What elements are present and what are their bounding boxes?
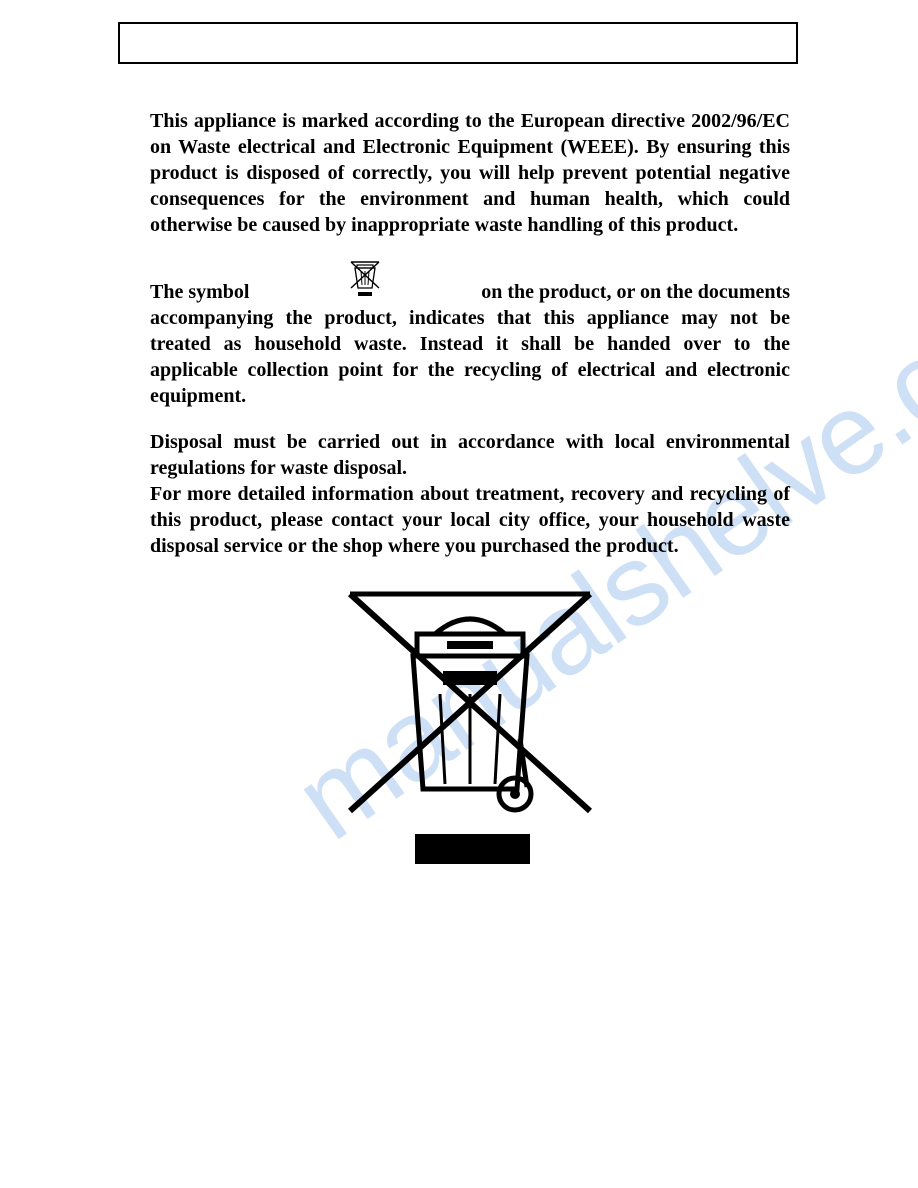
document-content: This appliance is marked according to th…: [150, 108, 790, 884]
weee-symbol-large-icon: [335, 579, 605, 884]
large-symbol-container: [150, 579, 790, 884]
weee-symbol-small-icon: [347, 258, 383, 305]
paragraph-2: The symbol on the product, or on the doc…: [150, 258, 790, 409]
paragraph-3: Disposal must be carried out in accordan…: [150, 429, 790, 481]
paragraph-2-rest: accompanying the product, indicates that…: [150, 307, 790, 407]
paragraph-1: This appliance is marked according to th…: [150, 108, 790, 238]
paragraph-2-prefix: The symbol: [150, 279, 249, 305]
header-empty-box: [118, 22, 798, 64]
paragraph-4: For more detailed information about trea…: [150, 481, 790, 559]
paragraph-2-suffix: on the product, or on the documents: [481, 279, 790, 305]
